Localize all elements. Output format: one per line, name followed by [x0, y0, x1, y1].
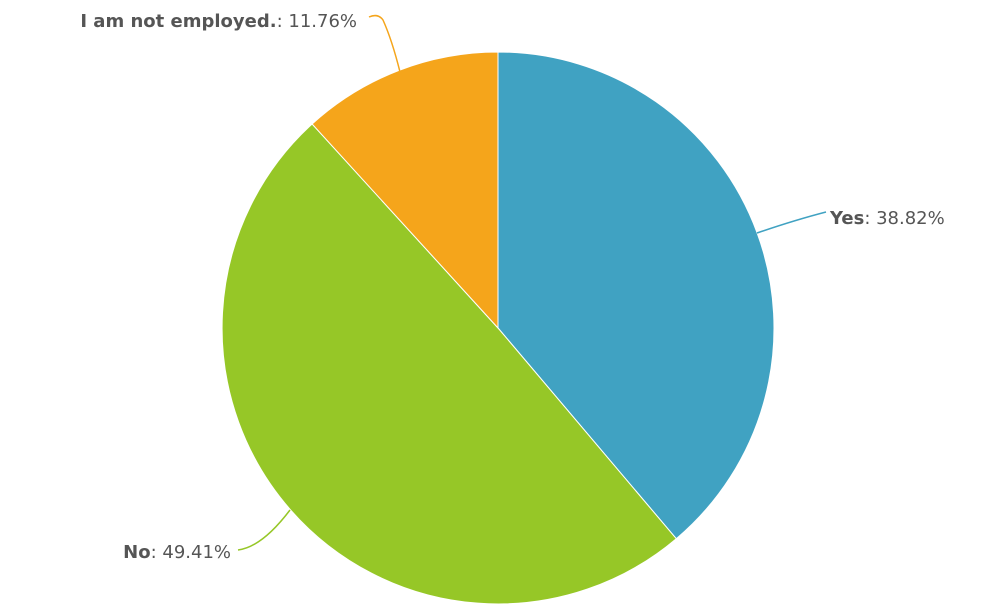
slice-label-yes: Yes: 38.82%: [829, 208, 945, 229]
slice-label-value: : 11.76%: [277, 11, 357, 32]
leader-line-i-am-not-employed: [368, 14, 401, 73]
slice-label-category: I am not employed.: [80, 11, 276, 32]
slice-label-category: No: [123, 542, 150, 563]
pie-slices: [221, 51, 775, 605]
slice-label-value: : 38.82%: [864, 208, 944, 229]
leader-line-no: [237, 509, 291, 551]
slice-label-no: No: 49.41%: [123, 542, 231, 563]
slice-label-i-am-not-employed: I am not employed.: 11.76%: [80, 11, 357, 32]
leader-lines: [237, 14, 827, 551]
pie-slice-no: [221, 123, 677, 605]
pie-slice-i-am-not-employed: [311, 51, 499, 330]
slice-labels: Yes: 38.82% No: 49.41% I am not employed.:…: [80, 11, 944, 563]
slice-label-category: Yes: [829, 208, 864, 229]
leader-line-yes: [756, 211, 827, 234]
slice-label-value: : 49.41%: [151, 542, 231, 563]
